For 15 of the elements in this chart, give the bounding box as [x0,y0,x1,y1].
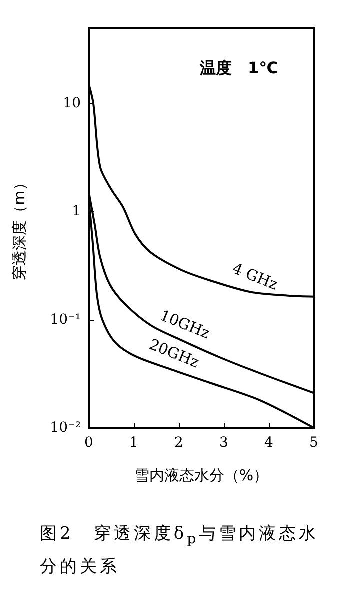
x-tick-label: 3 [220,435,228,451]
y-tick-label: 10 [63,96,81,112]
x-axis-title: 雪内液态水分（%） [134,466,269,484]
chart-title: 图2 穿透深度δ$_{p}$与雪内液态水分的关系 [40,524,320,578]
y-axis-title: 穿透深度（m） [10,176,28,280]
annotation: 温度 1℃ [199,58,279,78]
x-tick-label: 0 [84,435,94,451]
x-tick-label: 4 [264,435,274,451]
x-tick-label: 2 [174,435,184,451]
y-tick-label: 10⁻¹ [50,312,81,328]
text: 4 GHz [230,259,281,294]
x-tick-label: 5 [310,435,318,451]
y-tick-label: 1 [72,204,81,220]
x-tick-label: 1 [130,435,138,451]
y-tick-label: 10⁻² [50,420,81,436]
